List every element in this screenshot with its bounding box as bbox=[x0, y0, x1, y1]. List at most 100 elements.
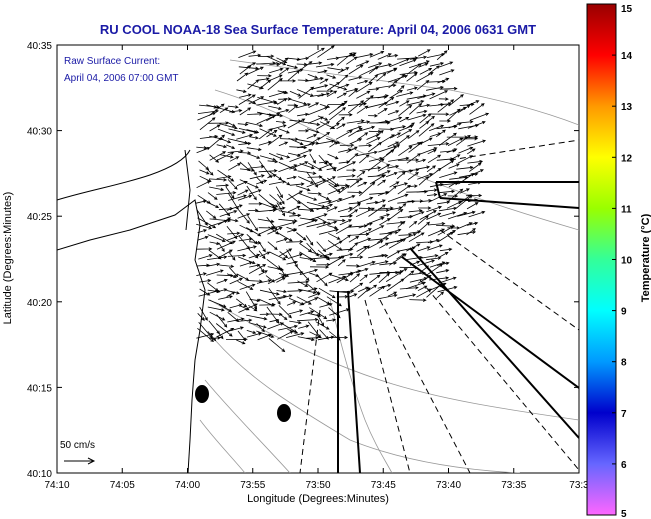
current-vector bbox=[278, 248, 293, 257]
current-vector bbox=[427, 142, 450, 146]
current-vector bbox=[398, 145, 413, 157]
current-vector bbox=[246, 332, 262, 338]
current-vector bbox=[308, 102, 320, 108]
current-vector bbox=[427, 222, 446, 226]
current-vector bbox=[358, 286, 370, 293]
current-vector bbox=[355, 268, 369, 274]
current-vector bbox=[429, 90, 449, 100]
current-vector bbox=[269, 67, 284, 74]
current-vector bbox=[267, 78, 283, 91]
current-vector bbox=[196, 146, 208, 150]
current-vector bbox=[446, 200, 463, 209]
current-vector bbox=[247, 216, 259, 232]
current-vector bbox=[427, 149, 437, 155]
current-vector bbox=[269, 251, 287, 261]
current-vector bbox=[257, 74, 272, 78]
current-vector bbox=[259, 289, 280, 296]
current-vector bbox=[298, 219, 319, 227]
current-vector bbox=[329, 331, 341, 341]
current-vector bbox=[337, 206, 353, 213]
current-vector bbox=[199, 306, 208, 321]
current-vector bbox=[417, 259, 436, 266]
current-vector bbox=[357, 228, 372, 236]
current-vector bbox=[396, 91, 414, 97]
current-vector bbox=[296, 296, 312, 305]
current-vector bbox=[258, 160, 272, 179]
current-vector bbox=[289, 320, 302, 325]
current-vector bbox=[239, 168, 255, 172]
current-vector bbox=[466, 202, 479, 210]
current-vector bbox=[257, 111, 273, 117]
current-vector bbox=[215, 183, 230, 188]
current-vector bbox=[417, 246, 431, 252]
current-vector bbox=[216, 240, 236, 250]
current-vector bbox=[225, 144, 236, 149]
current-vector bbox=[238, 303, 258, 313]
current-vector bbox=[229, 109, 243, 113]
current-vector bbox=[268, 91, 287, 98]
current-vector bbox=[317, 45, 335, 58]
current-vector bbox=[239, 93, 252, 98]
current-vector bbox=[346, 146, 358, 153]
current-vector bbox=[259, 303, 276, 307]
current-vector bbox=[358, 95, 374, 108]
current-vector bbox=[258, 250, 266, 260]
current-vector bbox=[408, 209, 423, 213]
current-vector bbox=[387, 141, 400, 148]
colorbar-tick-label: 11 bbox=[621, 204, 632, 215]
current-vector bbox=[438, 61, 454, 68]
current-vector bbox=[306, 128, 320, 134]
current-vector bbox=[436, 50, 448, 61]
current-vector bbox=[378, 96, 395, 109]
current-vector bbox=[307, 287, 318, 292]
current-vector bbox=[318, 199, 332, 204]
coastline bbox=[57, 149, 206, 473]
current-vector bbox=[319, 78, 329, 84]
current-vector bbox=[197, 235, 209, 241]
current-vector bbox=[308, 255, 330, 260]
current-vector bbox=[328, 275, 347, 284]
current-vector bbox=[418, 49, 431, 57]
current-vector bbox=[437, 231, 454, 243]
colorbar bbox=[586, 3, 617, 516]
current-vector bbox=[219, 264, 235, 268]
current-vector bbox=[355, 207, 375, 218]
current-vector bbox=[289, 90, 302, 97]
current-vector bbox=[237, 194, 253, 201]
current-vector bbox=[296, 103, 312, 109]
current-vector bbox=[257, 333, 272, 341]
current-vector bbox=[256, 100, 277, 106]
colorbar-tick-label: 8 bbox=[621, 358, 627, 369]
current-vector bbox=[286, 301, 297, 306]
current-vector bbox=[408, 130, 420, 139]
current-vector bbox=[197, 313, 205, 321]
current-vector bbox=[396, 85, 405, 93]
current-vector bbox=[239, 65, 252, 75]
current-vector bbox=[276, 221, 297, 228]
radar-site-lines bbox=[299, 139, 579, 473]
current-vector bbox=[227, 317, 245, 323]
current-vector bbox=[309, 331, 322, 338]
current-vector bbox=[387, 193, 409, 202]
current-vector bbox=[236, 72, 249, 82]
x-axis: 74:10 74:05 74:00 73:55 73:50 73:45 73:40 73:35… bbox=[44, 45, 589, 491]
current-vector bbox=[466, 148, 476, 155]
current-vector bbox=[316, 241, 327, 253]
current-vector bbox=[336, 272, 354, 284]
current-vector bbox=[199, 169, 210, 175]
current-vector bbox=[308, 47, 325, 58]
y-tick-label: 40:30 bbox=[27, 127, 52, 138]
current-vector bbox=[227, 231, 241, 236]
current-vector bbox=[439, 247, 453, 252]
current-vector bbox=[309, 265, 330, 269]
current-vector bbox=[439, 211, 457, 218]
current-vector bbox=[355, 60, 370, 67]
current-vector bbox=[248, 53, 262, 58]
current-vector bbox=[417, 275, 432, 284]
current-vector bbox=[367, 101, 388, 109]
current-vector bbox=[206, 168, 214, 176]
current-vector bbox=[386, 278, 405, 292]
x-tick-label: 74:05 bbox=[110, 480, 135, 491]
current-vector bbox=[307, 61, 323, 65]
